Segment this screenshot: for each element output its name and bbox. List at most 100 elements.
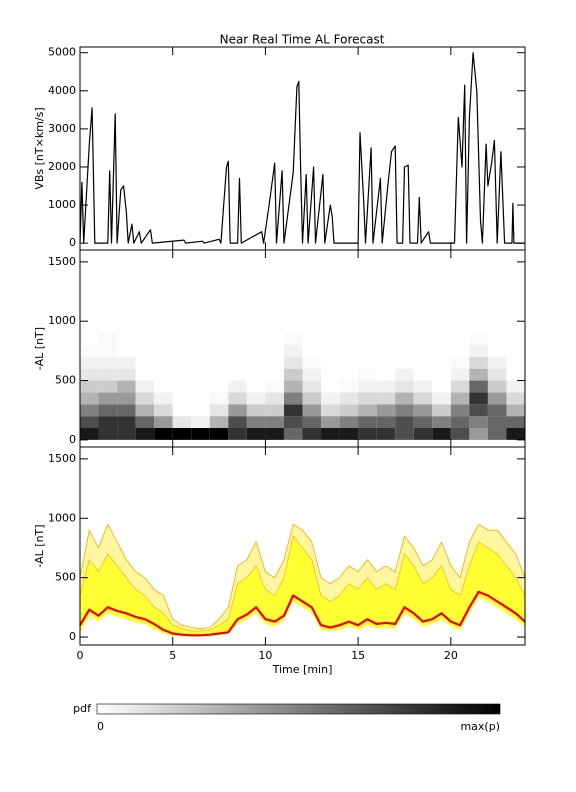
pdf-cell [302, 428, 322, 440]
pdf-cell [450, 428, 470, 440]
x-tick-label: 20 [444, 649, 458, 662]
pdf-cell [395, 356, 414, 369]
pdf-cell [413, 356, 433, 369]
pdf-cell [98, 368, 118, 381]
colorbar [96, 703, 501, 715]
pdf-cell [228, 333, 247, 345]
pdf-cell [135, 368, 155, 381]
pdf-cell [246, 356, 266, 369]
pdf-cell [135, 428, 155, 440]
pdf-cell [358, 404, 377, 417]
pdf-cell [506, 380, 525, 393]
median-line [79, 590, 526, 637]
pdf-cell [135, 392, 155, 405]
pdf-cell [339, 344, 359, 357]
pdf-cell [302, 333, 322, 345]
pdf-cell [191, 428, 210, 440]
y-axis-label: VBs [nT×km/s] [33, 107, 46, 189]
pdf-cell [487, 392, 507, 405]
pdf-cell [283, 428, 303, 440]
pdf-cell [172, 416, 192, 429]
pdf-cell [265, 333, 284, 345]
pdf-cell [154, 344, 173, 357]
y-tick-label: 500 [55, 571, 76, 584]
pdf-cell [432, 416, 451, 429]
pdf-cell [172, 333, 192, 345]
pdf-cell [98, 356, 118, 369]
pdf-cell [506, 344, 525, 357]
pdf-cell [302, 380, 322, 393]
pdf-cell [395, 333, 414, 345]
pdf-cell [135, 404, 155, 417]
pdf-cell [413, 404, 433, 417]
pdf-cell [395, 392, 414, 405]
y-tick-label: 2000 [48, 160, 76, 173]
pdf-cell [154, 392, 173, 405]
pdf-cell [432, 344, 451, 357]
pdf-cell [80, 428, 99, 440]
y-axis-label: -AL [nT] [33, 524, 46, 567]
pdf-cell [450, 392, 470, 405]
pdf-cell [154, 380, 173, 393]
y-tick-label: 1500 [48, 452, 76, 465]
pdf-cell [506, 404, 525, 417]
x-tick-label: 5 [169, 649, 176, 662]
pdf-cell [358, 392, 377, 405]
x-tick-label: 10 [258, 649, 272, 662]
pdf-cell [154, 333, 173, 345]
pdf-cell [209, 416, 229, 429]
x-tick-label: 0 [77, 649, 84, 662]
pdf-cell [154, 404, 173, 417]
pdf-cell [358, 356, 377, 369]
y-tick-label: 1000 [48, 511, 76, 524]
pdf-cell [432, 392, 451, 405]
pdf-cell [321, 333, 340, 345]
pdf-cell [209, 404, 229, 417]
pdf-cell [117, 404, 136, 417]
pdf-cell [413, 344, 433, 357]
pdf-cell [98, 380, 118, 393]
pdf-cell [376, 333, 396, 345]
pdf-cell [450, 356, 470, 369]
pdf-cell [413, 428, 433, 440]
pdf-cell [80, 368, 99, 381]
y-tick-label: 1000 [48, 198, 76, 211]
y-tick-label: 4000 [48, 84, 76, 97]
pdf-cell [413, 380, 433, 393]
pdf-cell [339, 356, 359, 369]
pdf-cell [469, 380, 488, 393]
pdf-cell [376, 392, 396, 405]
pdf-cell [413, 392, 433, 405]
pdf-cell [228, 356, 247, 369]
pdf-cell [469, 428, 488, 440]
pdf-cell [283, 392, 303, 405]
pdf-cell [98, 416, 118, 429]
pdf-cell [80, 392, 99, 405]
pdf-cell [358, 344, 377, 357]
x-tick-label: 15 [351, 649, 365, 662]
pdf-cell [413, 368, 433, 381]
pdf-cell [172, 428, 192, 440]
pdf-cell [283, 356, 303, 369]
pdf-cell [135, 356, 155, 369]
pdf-cell [246, 368, 266, 381]
pdf-cell [450, 404, 470, 417]
pdf-cell [339, 428, 359, 440]
pdf-cell [358, 428, 377, 440]
pdf-cell [265, 392, 284, 405]
pdf-cell [487, 380, 507, 393]
x-axis-label: Time [min] [272, 663, 333, 676]
pdf-cell [98, 404, 118, 417]
pdf-cell [432, 356, 451, 369]
pdf-cell [339, 392, 359, 405]
pdf-cell [302, 344, 322, 357]
pdf-cell [395, 344, 414, 357]
pdf-cell [469, 404, 488, 417]
pdf-cell [469, 356, 488, 369]
pdf-cell [98, 392, 118, 405]
y-tick-label: 500 [55, 374, 76, 387]
pdf-cell [283, 333, 303, 345]
pdf-cell [80, 356, 99, 369]
pdf-cell [469, 368, 488, 381]
pdf-cell [265, 344, 284, 357]
